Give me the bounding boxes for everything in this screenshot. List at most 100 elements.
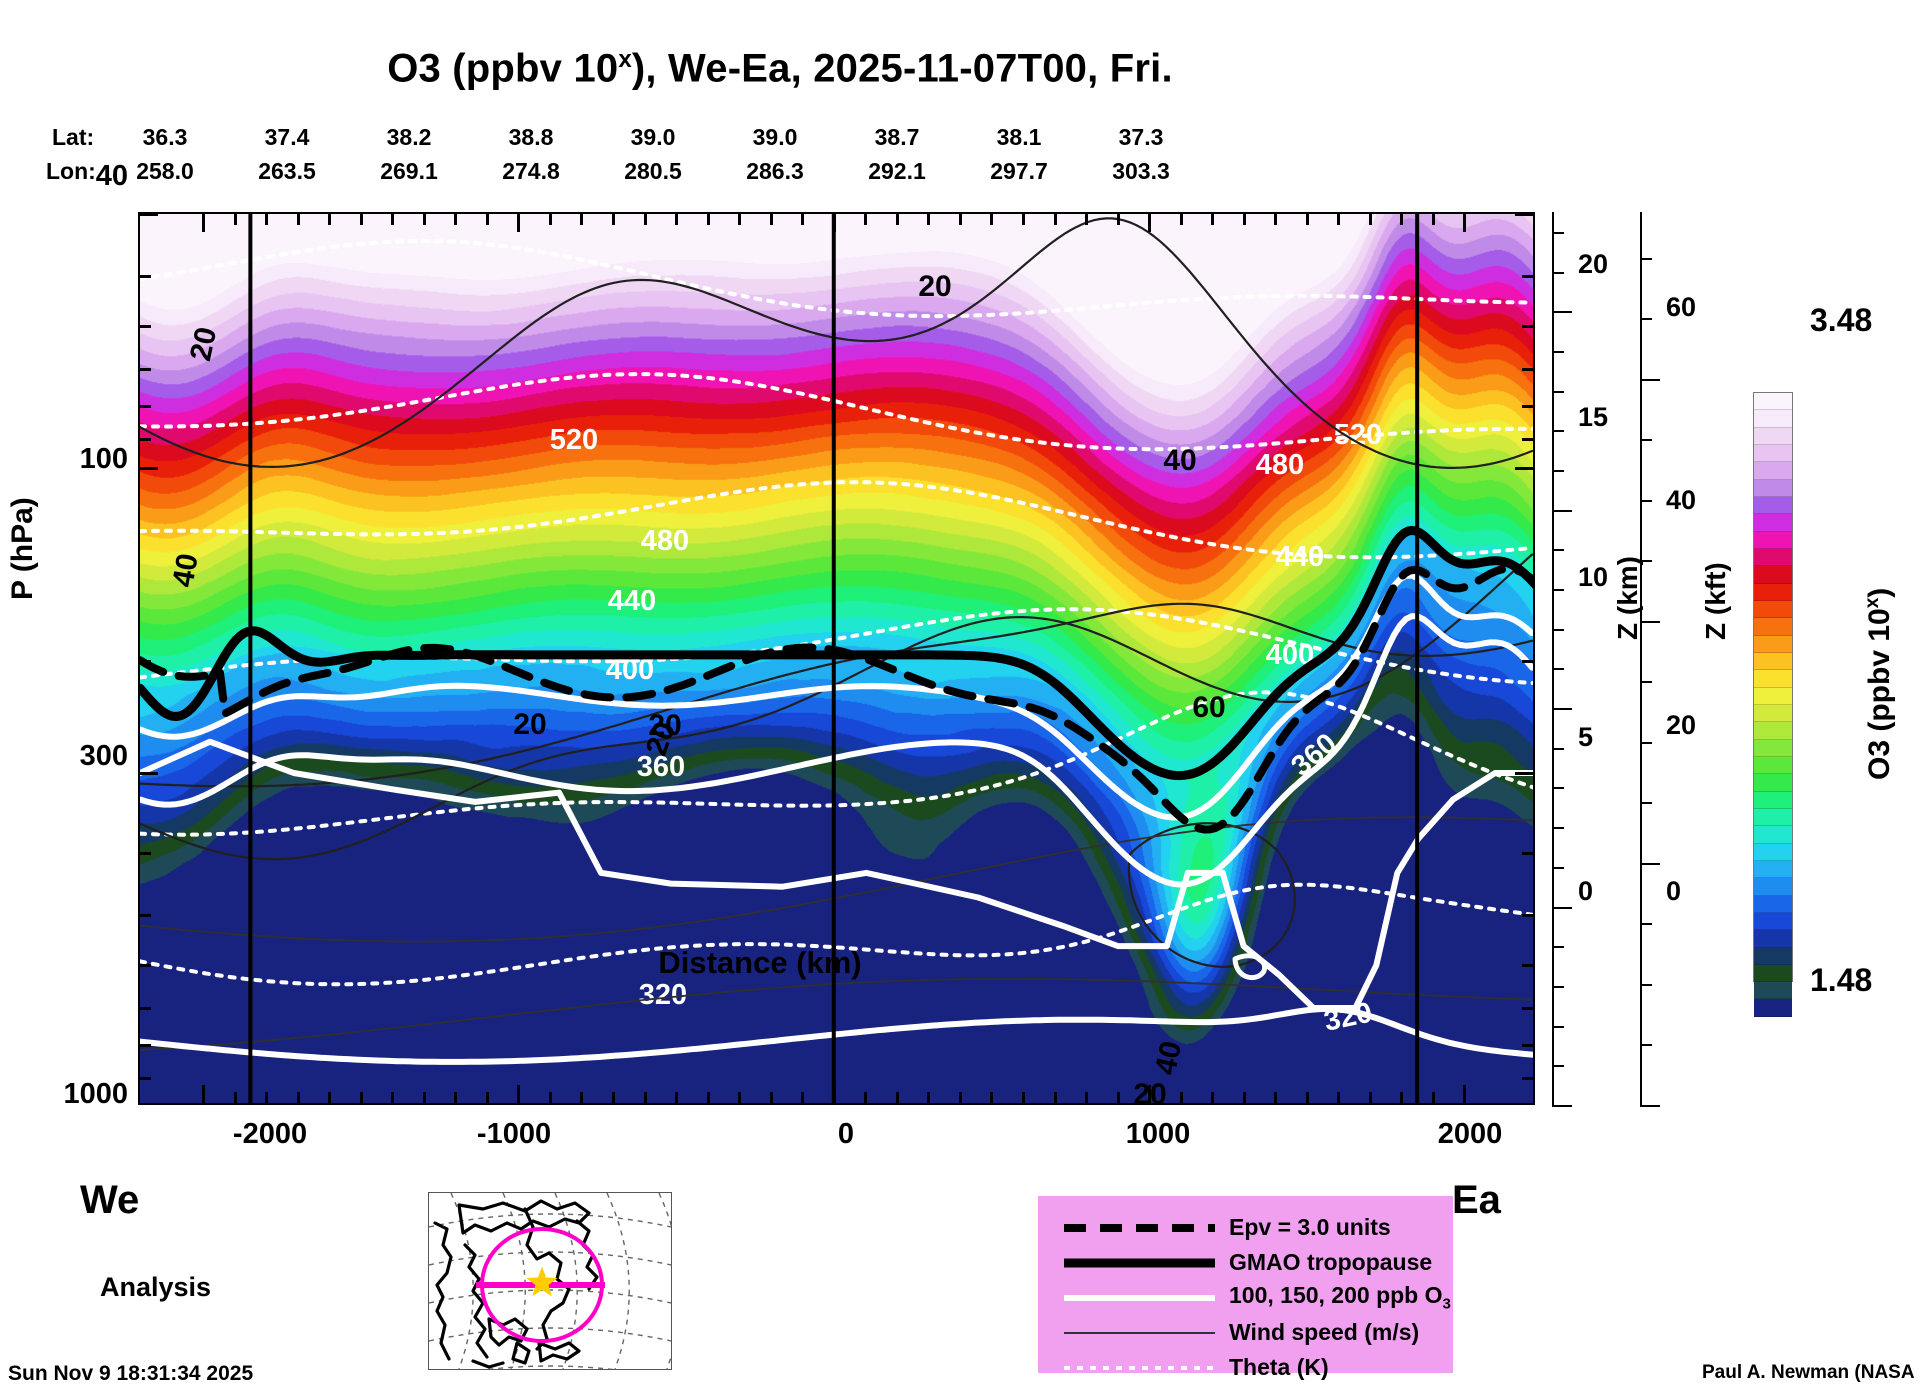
colorbar-segment	[1754, 999, 1792, 1017]
axis-tick	[140, 437, 151, 441]
axis-tick	[1463, 1085, 1467, 1103]
theta-label-480: 480	[641, 525, 689, 557]
axis-tick	[769, 1092, 773, 1103]
y-axis-title-z-kft: Z (kft)	[1700, 562, 1731, 640]
axis-tick	[1640, 1105, 1660, 1107]
theta-label-440-east: 440	[1276, 541, 1324, 573]
legend-label-o3-sub: 3	[1442, 1295, 1451, 1313]
axis-tick	[517, 214, 521, 232]
axis-tick	[1552, 1025, 1564, 1028]
axis-tick	[1431, 1092, 1435, 1103]
axis-tick	[643, 214, 647, 225]
colorbar-segment	[1754, 947, 1792, 965]
axis-tick	[1179, 1092, 1183, 1103]
axis-tick	[801, 214, 805, 225]
axis-tick	[1640, 318, 1652, 321]
coastline	[523, 1207, 571, 1351]
axis-tick	[1552, 747, 1564, 750]
lon-value-8: 303.3	[1112, 158, 1170, 184]
theta-contour-360	[140, 690, 1533, 837]
axis-tick	[140, 405, 151, 409]
lat-value-7: 38.1	[996, 124, 1042, 150]
x-tick-label-neg1000: -1000	[476, 1118, 552, 1150]
gmao-tropopause-line	[140, 525, 1533, 781]
axis-tick	[1522, 913, 1533, 917]
wind-contour-extra-2	[140, 977, 1533, 1051]
axis-tick	[140, 913, 151, 917]
x-tick-label-2000: 2000	[1437, 1118, 1503, 1150]
colorbar-segment	[1754, 704, 1792, 723]
o3-contour-mid	[140, 613, 1533, 888]
o3-contour-line-symbol	[1062, 1283, 1217, 1313]
legend-item-wind[interactable]: Wind speed (m/s)	[1038, 1315, 1453, 1350]
wind-line-symbol	[1062, 1318, 1217, 1348]
axis-tick	[1400, 214, 1404, 225]
title-pre: O3 (ppbv 10	[387, 46, 619, 91]
inset-locator-map[interactable]	[428, 1192, 672, 1370]
axis-tick	[1515, 467, 1533, 471]
axis-tick	[1552, 985, 1564, 988]
lon-value-3: 274.8	[502, 158, 560, 184]
theta-label-440: 440	[608, 585, 656, 617]
axis-tick	[1552, 1065, 1564, 1068]
axis-tick	[1522, 437, 1533, 441]
colorbar-min-label: 1.48	[1810, 962, 1873, 998]
axis-tick	[140, 1007, 151, 1011]
lon-value-4: 280.5	[624, 158, 682, 184]
legend-item-tropopause[interactable]: GMAO tropopause	[1038, 1245, 1453, 1280]
axis-tick	[140, 964, 151, 968]
axis-tick	[1552, 827, 1564, 830]
axis-tick	[1640, 923, 1652, 926]
wind-contour-extra	[140, 816, 1533, 943]
o3-contour-closed	[1232, 953, 1268, 981]
lon-value-5: 286.3	[746, 158, 804, 184]
lat-value-0: 36.3	[142, 124, 188, 150]
axis-tick	[738, 214, 742, 225]
author-credit: Paul A. Newman (NASA	[1702, 1362, 1915, 1383]
y-tick-label-300: 300	[79, 740, 128, 772]
axis-tick	[832, 1085, 836, 1103]
legend-item-o3-contours[interactable]: 100, 150, 200 ppb O3	[1038, 1280, 1453, 1315]
axis-tick	[1116, 214, 1120, 225]
legend-item-epv[interactable]: Epv = 3.0 units	[1038, 1210, 1453, 1245]
legend-box[interactable]: Epv = 3.0 units GMAO tropopause 100, 150…	[1038, 1196, 1453, 1380]
axis-tick	[895, 214, 899, 225]
axis-tick	[1522, 1044, 1533, 1048]
legend-item-theta[interactable]: Theta (K)	[1038, 1350, 1453, 1385]
lat-row: Lat: 36.3 37.4 38.2 38.8 39.0 39.0 38.7 …	[0, 124, 1560, 154]
colorbar-segment	[1754, 739, 1792, 757]
lon-value-0: 258.0	[136, 158, 194, 184]
wind-label-20-lower-hidden: 20	[648, 709, 681, 742]
axis-tick	[140, 1044, 151, 1048]
graticule-parallel	[485, 1365, 615, 1369]
axis-tick	[801, 1092, 805, 1103]
axis-tick	[958, 214, 962, 225]
axis-tick	[706, 1092, 710, 1103]
axis-tick	[1522, 1007, 1533, 1011]
wind-contour-40	[140, 602, 1533, 788]
colorbar-segment	[1754, 600, 1792, 619]
west-endpoint-label: We	[80, 1178, 140, 1222]
x-tick-label-0: 0	[837, 1118, 855, 1150]
axis-tick	[1552, 231, 1564, 234]
wind-label-40-east: 40	[1163, 444, 1196, 477]
axis-tick	[1640, 741, 1652, 744]
theta-label-320: 320	[639, 979, 687, 1011]
colorbar-segment	[1754, 774, 1792, 792]
colorbar-max-label: 3.48	[1810, 302, 1873, 338]
location-star-marker	[526, 1266, 558, 1297]
axis-tick	[454, 214, 458, 225]
y-tick-label-1000: 1000	[63, 1078, 128, 1110]
cross-section-plot[interactable]: 480 480 440 440 400 400 360 360 320 320 520 520 20 20…	[138, 212, 1535, 1105]
graticule-meridian	[606, 1193, 630, 1369]
axis-tick	[202, 1085, 206, 1103]
axis-tick	[706, 214, 710, 225]
wind-label-60: 60	[1192, 691, 1225, 724]
colorbar-segment	[1754, 895, 1792, 913]
generation-timestamp: Sun Nov 9 18:31:34 2025	[8, 1362, 254, 1385]
zkft-tick-label-60: 60	[1666, 292, 1697, 322]
axis-tick	[517, 1085, 521, 1103]
lat-value-4: 39.0	[630, 124, 676, 150]
coastline	[463, 1243, 489, 1359]
